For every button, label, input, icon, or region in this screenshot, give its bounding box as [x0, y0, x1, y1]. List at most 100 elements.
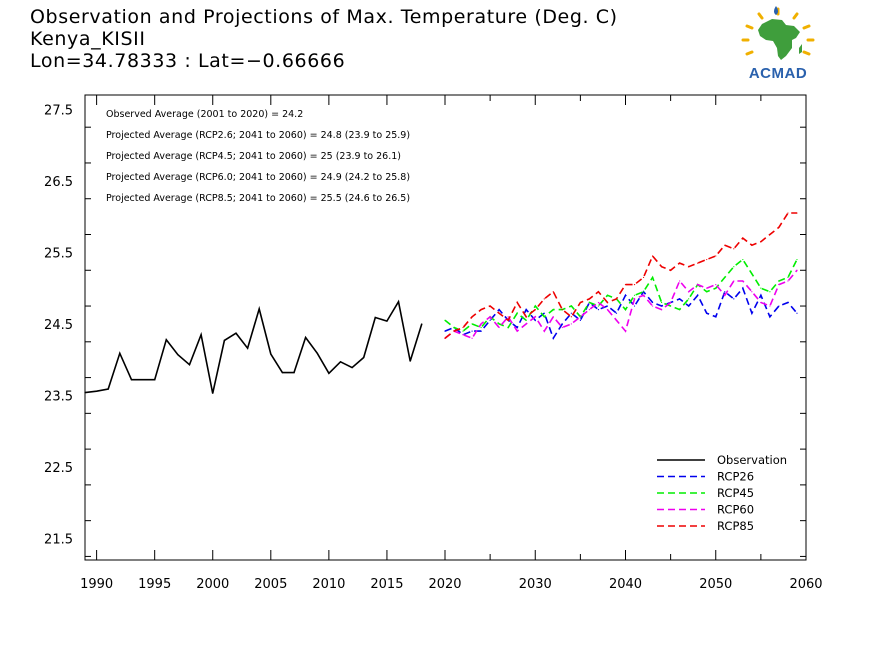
- data-point-rcp85: [597, 291, 600, 293]
- data-point-rcp26: [624, 294, 627, 296]
- data-point-rcp85: [606, 301, 609, 304]
- data-point-observation: [223, 339, 225, 341]
- data-point-rcp60: [552, 316, 554, 318]
- data-point-rcp45: [769, 291, 771, 293]
- data-point-rcp26: [688, 305, 690, 307]
- data-point-rcp85: [697, 262, 699, 264]
- data-point-rcp60: [778, 283, 780, 286]
- data-point-rcp60: [760, 301, 762, 304]
- annotation-rcp45-average: Projected Average (RCP4.5; 2041 to 2060)…: [106, 151, 401, 162]
- data-point-rcp45: [480, 326, 482, 329]
- data-point-rcp45: [552, 309, 554, 311]
- legend-label-rcp26: RCP26: [717, 470, 754, 484]
- data-point-rcp60: [796, 269, 798, 271]
- data-point-rcp45: [597, 305, 600, 307]
- data-point-rcp26: [570, 312, 572, 314]
- data-point-rcp26: [769, 316, 771, 318]
- data-point-rcp45: [715, 287, 717, 289]
- data-point-rcp45: [624, 309, 627, 311]
- data-point-rcp85: [453, 330, 455, 332]
- data-point-rcp60: [715, 283, 717, 286]
- chart-title-block: Observation and Projections of Max. Temp…: [30, 6, 618, 72]
- data-point-rcp26: [706, 312, 708, 314]
- chart-annotations: Observed Average (2001 to 2020) = 24.2 P…: [106, 109, 410, 204]
- data-point-rcp85: [769, 233, 771, 236]
- data-point-rcp45: [453, 326, 455, 329]
- chart-legend: Observation RCP26 RCP45 RCP60 RCP85: [657, 453, 787, 533]
- data-point-rcp60: [615, 319, 618, 321]
- data-point-rcp85: [670, 269, 672, 271]
- data-point-rcp60: [462, 334, 464, 336]
- data-point-observation: [200, 334, 202, 336]
- data-point-rcp26: [444, 330, 446, 332]
- station-coordinates: Lon=34.78333 : Lat=−0.66666: [30, 50, 346, 72]
- data-point-observation: [130, 379, 133, 381]
- data-point-rcp26: [742, 287, 744, 289]
- data-point-rcp26: [679, 298, 681, 300]
- data-point-rcp26: [534, 319, 536, 321]
- data-point-rcp26: [525, 309, 527, 311]
- data-point-rcp85: [796, 212, 798, 214]
- data-point-observation: [246, 347, 249, 349]
- data-point-rcp45: [516, 312, 518, 314]
- x-tick-label: 2040: [609, 577, 642, 592]
- data-point-rcp60: [642, 294, 645, 296]
- data-point-observation: [84, 392, 86, 394]
- data-point-rcp45: [651, 276, 654, 279]
- data-point-rcp85: [642, 276, 645, 279]
- data-point-rcp26: [543, 312, 545, 314]
- data-point-rcp60: [670, 301, 672, 304]
- data-point-rcp85: [733, 248, 735, 250]
- data-point-rcp60: [679, 280, 681, 282]
- x-tick-label: 2020: [428, 577, 461, 592]
- africa-map-icon: [741, 6, 815, 60]
- data-point-rcp85: [534, 309, 536, 311]
- data-point-rcp60: [624, 330, 627, 332]
- data-point-rcp60: [706, 287, 708, 289]
- data-point-rcp85: [706, 258, 708, 261]
- data-point-rcp60: [588, 309, 591, 311]
- legend-label-rcp85: RCP85: [717, 519, 754, 533]
- data-point-rcp45: [462, 330, 464, 332]
- legend-label-rcp45: RCP45: [717, 486, 754, 500]
- data-point-rcp45: [796, 258, 798, 261]
- y-tick-label: 25.5: [44, 246, 73, 261]
- data-point-rcp85: [516, 301, 518, 304]
- annotation-rcp60-average: Projected Average (RCP6.0; 2041 to 2060)…: [106, 172, 410, 183]
- data-point-rcp45: [642, 291, 645, 293]
- data-point-rcp60: [633, 298, 636, 300]
- data-point-rcp26: [787, 301, 789, 304]
- data-point-rcp26: [561, 323, 563, 325]
- data-point-rcp85: [760, 241, 762, 243]
- data-point-rcp26: [597, 309, 600, 311]
- chart-series: [84, 212, 798, 394]
- data-point-rcp85: [570, 316, 572, 318]
- data-point-rcp85: [679, 262, 681, 264]
- data-point-rcp60: [516, 330, 518, 332]
- chart-axes: 21.5 22.5 23.5 24.5 25.5 26.5 27.5 1990 1995 2000…: [44, 94, 823, 592]
- data-point-observation: [409, 360, 411, 362]
- data-point-rcp26: [480, 330, 482, 332]
- data-point-rcp45: [733, 266, 735, 268]
- series-line-rcp26: [444, 286, 798, 341]
- data-point-rcp26: [516, 326, 518, 329]
- data-point-rcp85: [489, 305, 491, 307]
- data-point-rcp45: [507, 326, 509, 329]
- data-point-observation: [258, 308, 260, 310]
- data-point-rcp26: [606, 305, 609, 307]
- data-point-rcp85: [661, 266, 663, 268]
- x-tick-label: 2005: [254, 577, 287, 592]
- data-point-rcp60: [579, 316, 581, 318]
- data-point-observation: [351, 366, 353, 369]
- data-point-observation: [177, 354, 179, 356]
- data-point-rcp26: [697, 294, 699, 296]
- data-point-observation: [339, 361, 342, 363]
- data-point-rcp85: [787, 212, 789, 214]
- data-point-rcp45: [742, 258, 744, 261]
- data-point-rcp60: [661, 309, 663, 311]
- data-point-rcp26: [751, 312, 753, 314]
- data-point-rcp45: [670, 305, 672, 307]
- data-point-rcp26: [615, 312, 618, 314]
- data-point-rcp45: [787, 276, 789, 279]
